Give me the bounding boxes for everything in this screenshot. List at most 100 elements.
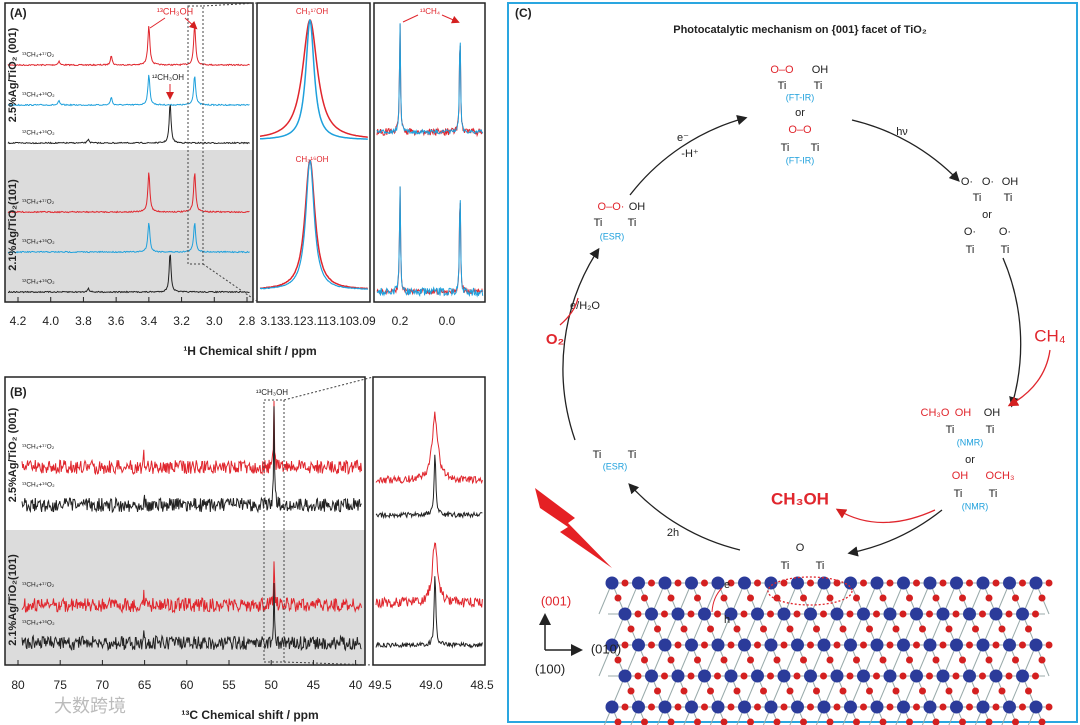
o-atom	[707, 687, 714, 695]
o-atom	[747, 656, 754, 664]
o-atom	[992, 703, 1000, 711]
label: O–O	[770, 64, 794, 76]
label: ¹³CH₃OH	[157, 6, 193, 16]
o-atom	[667, 594, 675, 602]
ti-atom	[989, 607, 1003, 621]
o-atom	[786, 687, 794, 695]
label: OH	[812, 64, 829, 76]
ti-atom	[751, 669, 764, 683]
active-site	[767, 576, 853, 606]
o-atom	[906, 594, 913, 602]
ti-atom	[936, 607, 950, 621]
lattice	[598, 576, 1053, 725]
o-atom	[648, 579, 655, 587]
ti-atom	[645, 607, 658, 621]
label: 3.13	[260, 314, 284, 328]
o-atom	[972, 687, 979, 695]
label: Ti	[986, 424, 995, 436]
spectrum	[375, 576, 483, 649]
panel-frame	[507, 2, 1078, 723]
ti-atom	[897, 700, 910, 714]
ti-atom	[724, 669, 738, 683]
o-atom	[773, 594, 781, 602]
ti-atom	[804, 607, 817, 621]
o-atom	[992, 641, 1000, 649]
o-atom	[913, 641, 920, 649]
label: (C)	[515, 6, 532, 20]
label: ¹³CH₄	[420, 7, 440, 16]
o-atom	[853, 594, 860, 602]
o-atom	[694, 656, 701, 664]
o-atom	[727, 579, 735, 587]
ti-atom	[605, 576, 619, 590]
o-atom	[992, 579, 1000, 587]
o-atom	[621, 579, 629, 587]
spectrum	[375, 542, 483, 609]
ti-atom	[791, 638, 804, 652]
o-atom	[793, 610, 801, 618]
ti-atom	[976, 638, 990, 652]
o-atom	[727, 703, 735, 711]
label: (100)	[535, 661, 565, 676]
o-atom	[694, 594, 701, 602]
spectrum	[21, 561, 362, 614]
ti-atom	[658, 576, 672, 590]
label: 48.5	[470, 678, 494, 692]
ti-atom	[923, 700, 937, 714]
label: (B)	[10, 385, 27, 399]
cycle-arrow	[1002, 257, 1022, 408]
o-atom	[913, 703, 920, 711]
label: 3.12	[283, 314, 307, 328]
label: 2.1%Ag/TiO₂(101)	[7, 179, 19, 271]
label: Ti	[781, 560, 790, 572]
ti-atom	[724, 607, 738, 621]
label: (FT-IR)	[786, 155, 815, 165]
label: O–O	[788, 124, 812, 136]
o-atom	[1032, 610, 1039, 618]
o-atom	[687, 672, 695, 680]
o-atom	[680, 625, 688, 633]
spectrum	[7, 222, 250, 254]
o-atom	[826, 656, 834, 664]
label: 4.0	[42, 314, 59, 328]
label: ¹²CH₄+¹⁶O₂	[22, 279, 55, 286]
o-atom	[839, 687, 847, 695]
ti-atom	[658, 638, 672, 652]
o-atom	[786, 625, 794, 633]
o-atom	[780, 579, 788, 587]
o-atom	[727, 641, 735, 649]
o-atom	[932, 718, 940, 725]
o-atom	[826, 718, 834, 725]
label: 2.5%Ag/TiO₂ (001)	[7, 407, 19, 502]
spectrum	[7, 254, 250, 294]
o-atom	[979, 610, 986, 618]
arrow	[149, 17, 196, 28]
label: 2.5%Ag/TiO₂ (001)	[7, 27, 19, 122]
o-atom	[720, 718, 728, 725]
o-atom	[945, 687, 953, 695]
o-atom	[998, 687, 1006, 695]
label: CH₃OH	[771, 489, 829, 508]
o-atom	[720, 594, 728, 602]
o-atom	[648, 641, 655, 649]
o-atom	[945, 625, 953, 633]
label: 3.4	[141, 314, 158, 328]
arrow	[835, 508, 936, 524]
cycle-arrow	[562, 247, 600, 441]
o-atom	[641, 656, 648, 664]
spectrum	[259, 159, 368, 290]
label: O₂	[546, 331, 564, 348]
o-atom	[866, 625, 873, 633]
o-atom	[860, 641, 867, 649]
label: ¹³CH₄+¹⁶O₂	[22, 482, 55, 489]
o-atom	[760, 625, 767, 633]
ti-atom	[897, 638, 910, 652]
cycle-arrow	[628, 483, 741, 551]
o-atom	[998, 625, 1006, 633]
label: Ti	[628, 217, 637, 229]
o-atom	[701, 703, 708, 711]
label: h	[724, 614, 730, 626]
o-atom	[1005, 610, 1013, 618]
arrow	[402, 14, 458, 22]
